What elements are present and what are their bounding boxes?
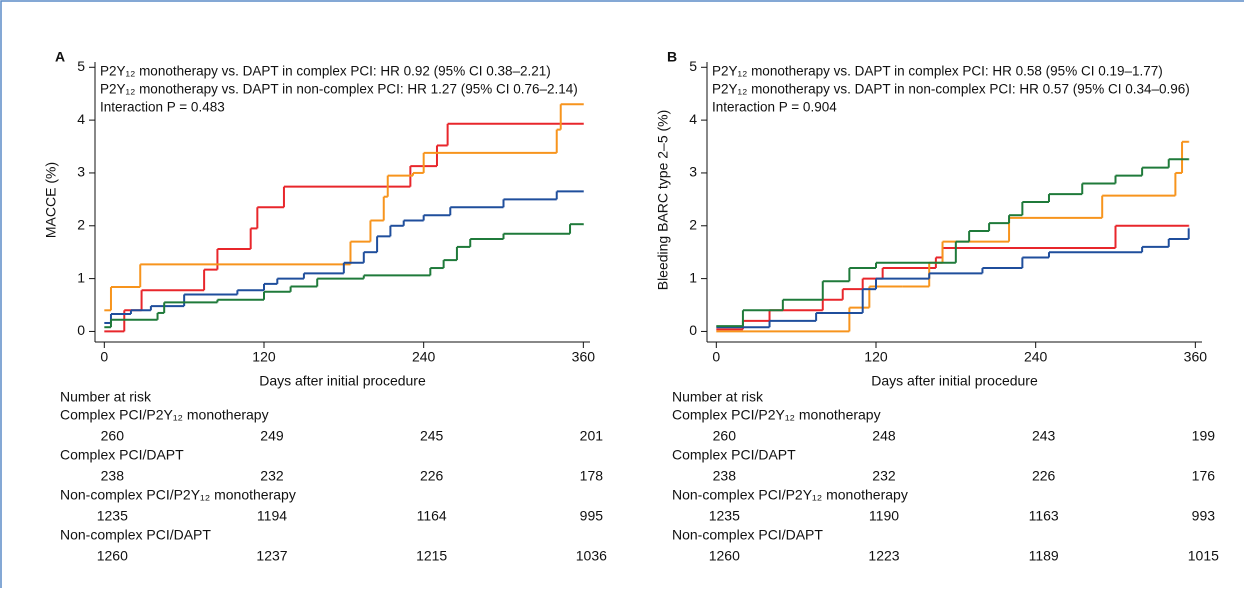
risk-count: 993 [1192,508,1216,524]
risk-count: 1215 [416,548,447,564]
panel-label: B [667,49,677,65]
risk-count: 260 [101,428,125,444]
risk-count: 245 [420,428,444,444]
annotation: Interaction P = 0.483 [100,100,225,115]
risk-count: 1015 [1188,548,1219,564]
panel-label: A [55,49,65,65]
risk-count: 226 [420,468,444,484]
risk-count: 1235 [709,508,740,524]
risk-count: 249 [260,428,284,444]
risk-count: 995 [580,508,604,524]
y-axis-label: Bleeding BARC type 2–5 (%) [655,110,671,291]
x-tick-label: 120 [252,349,276,365]
risk-group-label: Non-complex PCI/P2Y₁₂ monotherapy [672,487,908,503]
x-tick-label: 240 [1024,349,1048,365]
y-tick-label: 0 [689,322,697,338]
x-axis-label: Days after initial procedure [871,373,1038,389]
y-tick-label: 1 [689,269,697,285]
risk-count: 226 [1032,468,1056,484]
y-tick-label: 5 [77,58,85,74]
risk-count: 1164 [417,508,447,524]
risk-table-title: Number at risk [60,389,152,405]
y-tick-label: 2 [689,216,697,232]
risk-count: 1194 [257,508,287,524]
risk-count: 232 [872,468,896,484]
annotation: P2Y₁₂ monotherapy vs. DAPT in complex PC… [100,64,551,79]
x-tick-label: 0 [712,349,720,365]
risk-count: 260 [713,428,737,444]
y-axis-label: MACCE (%) [43,162,59,238]
y-tick-label: 0 [77,322,85,338]
risk-count: 243 [1032,428,1056,444]
annotation: P2Y₁₂ monotherapy vs. DAPT in non-comple… [100,82,578,97]
y-tick-label: 2 [77,216,85,232]
risk-count: 238 [101,468,125,484]
risk-group-label: Non-complex PCI/DAPT [60,527,211,543]
risk-count: 199 [1192,428,1216,444]
risk-group-label: Complex PCI/P2Y₁₂ monotherapy [672,407,881,423]
risk-group-label: Complex PCI/P2Y₁₂ monotherapy [60,407,269,423]
risk-count: 1190 [869,508,899,524]
risk-group-label: Non-complex PCI/DAPT [672,527,823,543]
risk-group-label: Complex PCI/DAPT [672,447,796,463]
risk-table-title: Number at risk [672,389,764,405]
risk-count: 238 [713,468,737,484]
x-tick-label: 0 [100,349,108,365]
x-tick-label: 240 [412,349,436,365]
y-tick-label: 4 [77,111,85,127]
risk-group-label: Complex PCI/DAPT [60,447,184,463]
risk-count: 1260 [709,548,740,564]
x-tick-label: 360 [1184,349,1208,365]
y-tick-label: 3 [77,164,85,180]
y-tick-label: 3 [689,164,697,180]
x-tick-label: 120 [864,349,888,365]
risk-count: 1189 [1029,548,1059,564]
risk-count: 1260 [97,548,128,564]
y-tick-label: 4 [689,111,697,127]
risk-count: 1223 [868,548,899,564]
annotation: P2Y₁₂ monotherapy vs. DAPT in complex PC… [712,64,1163,79]
y-tick-label: 5 [689,58,697,74]
y-tick-label: 1 [77,269,85,285]
risk-count: 232 [260,468,284,484]
risk-count: 201 [580,428,604,444]
risk-count: 1235 [97,508,128,524]
risk-count: 248 [872,428,896,444]
annotation: P2Y₁₂ monotherapy vs. DAPT in non-comple… [712,82,1190,97]
risk-count: 1036 [576,548,607,564]
risk-count: 178 [580,468,604,484]
x-axis-label: Days after initial procedure [259,373,426,389]
risk-count: 1237 [256,548,287,564]
annotation: Interaction P = 0.904 [712,100,837,115]
risk-count: 1163 [1029,508,1059,524]
x-tick-label: 360 [572,349,596,365]
risk-count: 176 [1192,468,1216,484]
risk-group-label: Non-complex PCI/P2Y₁₂ monotherapy [60,487,296,503]
